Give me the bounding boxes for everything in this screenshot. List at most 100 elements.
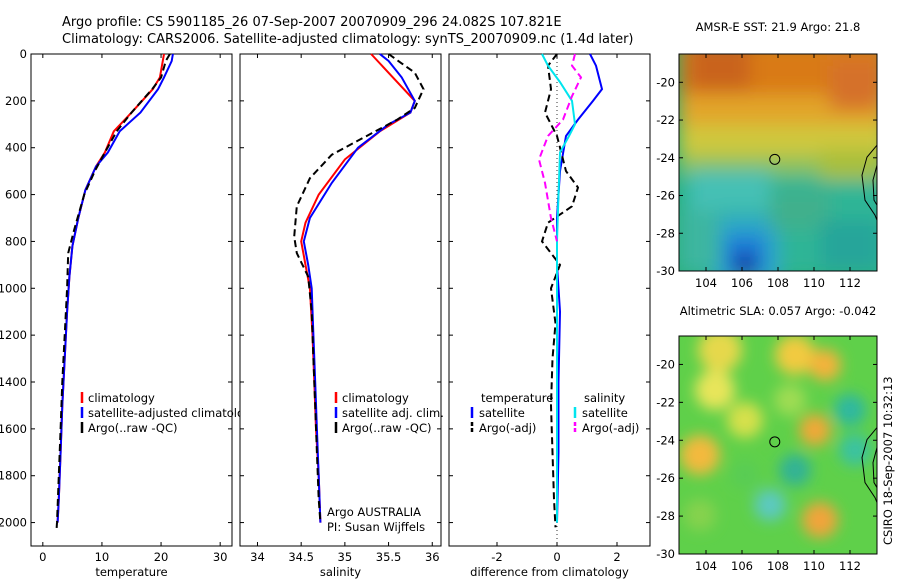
header-line-2: Climatology: CARS2006. Satellite-adjuste… <box>62 32 634 47</box>
sst-argo-marker <box>769 153 781 165</box>
sla-map-xtick-label: 104 <box>695 559 717 573</box>
sst-field-patch <box>690 170 770 210</box>
sla-field-patch <box>731 461 759 489</box>
sla-field-patch <box>774 384 806 416</box>
sla-field-patch <box>680 435 720 475</box>
salinity-xtick-label: 35.5 <box>376 550 402 564</box>
coastline-line <box>861 427 878 503</box>
sla-argo-marker <box>769 436 781 448</box>
sst-map-panel: AMSR-E SST: 21.9 Argo: 21.8 104 106 108 110… <box>656 20 878 290</box>
coastline-line <box>872 165 878 206</box>
temperature-panel: 0 10 20 30 temperature 0 200 400 600 800 1000 1200 1… <box>0 47 258 579</box>
salinity-xlabel: salinity <box>320 565 361 579</box>
depth-tick-label: 1200 <box>0 328 27 342</box>
depth-tick-label: 1600 <box>0 422 27 436</box>
coastline-line <box>861 144 878 221</box>
sla-map-xtick-label: 112 <box>839 559 861 573</box>
difference-legend-entry: Argo(-adj) <box>479 421 536 435</box>
temperature-xtick-label: 10 <box>95 550 110 564</box>
sst-field-patch <box>735 255 755 271</box>
difference-legend-header: salinity <box>584 391 625 405</box>
sla-map-ytick-label: -28 <box>656 509 675 523</box>
difference-xlabel: difference from climatology <box>470 565 629 579</box>
depth-tick-label: 200 <box>5 94 27 108</box>
depth-tick-label: 1800 <box>0 469 27 483</box>
salinity-legend-entry: climatology <box>342 391 409 405</box>
sla-field-patch <box>684 499 716 531</box>
temperature-xlabel: temperature <box>95 565 167 579</box>
salinity-axes-box <box>239 53 442 547</box>
sla-map-title: Altimetric SLA: 0.057 Argo: -0.042 <box>680 304 877 318</box>
header-line-1: Argo profile: CS 5901185_26 07-Sep-2007 … <box>62 15 562 30</box>
difference-xtick-label: -2 <box>491 550 502 564</box>
sst-field-patch <box>820 150 877 180</box>
difference-series-2 <box>541 53 577 523</box>
salinity-annotation: Argo AUSTRALIA <box>327 505 421 519</box>
sla-field-patch <box>802 502 838 538</box>
sla-map-ytick-label: -26 <box>656 471 675 485</box>
temperature-series-2 <box>55 53 171 532</box>
salinity-legend-entry: satellite adj. clim. <box>342 406 444 420</box>
sst-map-ytick-label: -30 <box>656 264 675 278</box>
sla-field <box>680 336 871 538</box>
sla-field-patch <box>754 489 786 521</box>
sla-field-patch <box>779 454 811 486</box>
depth-tick-label: 1000 <box>0 281 27 295</box>
sst-field <box>679 54 877 271</box>
csiro-stamp: CSIRO 18-Sep-2007 10:32:13 <box>881 376 895 545</box>
coastline-line <box>872 447 878 488</box>
salinity-xtick-label: 34 <box>250 550 265 564</box>
salinity-legend-entry: Argo(..raw -QC) <box>342 421 432 435</box>
difference-series-1 <box>540 53 580 528</box>
depth-tick-label: 800 <box>5 234 27 248</box>
sla-coastline <box>861 427 878 503</box>
salinity-xtick-label: 34.5 <box>288 550 314 564</box>
difference-legend-entry: satellite <box>479 406 525 420</box>
depth-tick-label: 600 <box>5 188 27 202</box>
sst-map-title: AMSR-E SST: 21.9 Argo: 21.8 <box>696 20 861 34</box>
sla-map-ytick-label: -30 <box>656 547 675 561</box>
sst-field-patch <box>820 220 877 270</box>
temperature-legend-entry: climatology <box>88 391 155 405</box>
salinity-xtick-label: 35 <box>338 550 353 564</box>
sst-map-ytick-label: -22 <box>656 113 675 127</box>
sst-map-ytick-label: -24 <box>656 151 675 165</box>
sst-field-patch <box>679 210 719 270</box>
sst-field-patch <box>830 60 877 110</box>
sla-field-patch <box>698 336 742 372</box>
difference-legend-entry: Argo(-adj) <box>582 421 639 435</box>
depth-tick-label: 1400 <box>0 375 27 389</box>
temperature-axes-box <box>30 53 233 547</box>
salinity-annotation: PI: Susan Wijffels <box>327 520 425 534</box>
sla-map-ytick-label: -20 <box>656 357 675 371</box>
sla-map-ytick-label: -22 <box>656 395 675 409</box>
temperature-xtick-label: 30 <box>213 550 228 564</box>
sla-field-patch <box>839 434 871 466</box>
sla-map-xtick-label: 108 <box>767 559 789 573</box>
sst-coastline <box>861 144 878 221</box>
sla-field-patch <box>695 370 735 410</box>
difference-legend-header: temperature <box>481 391 553 405</box>
temperature-xtick-label: 20 <box>154 550 169 564</box>
difference-xtick-label: 2 <box>613 550 620 564</box>
sla-map-panel: Altimetric SLA: 0.057 Argo: -0.042 104 10… <box>656 304 878 573</box>
temperature-legend-entry: Argo(..raw -QC) <box>88 421 178 435</box>
depth-tick-label: 400 <box>5 141 27 155</box>
salinity-xtick-label: 36 <box>425 550 440 564</box>
sst-map-xtick-label: 106 <box>731 276 753 290</box>
sst-map-ytick-label: -26 <box>656 189 675 203</box>
sst-map-xtick-label: 112 <box>839 276 861 290</box>
difference-series-3 <box>537 53 583 242</box>
sla-map-ytick-label: -24 <box>656 433 675 447</box>
sla-field-patch <box>809 349 841 381</box>
sla-map-xtick-label: 110 <box>803 559 825 573</box>
sst-map-ytick-label: -20 <box>656 75 675 89</box>
sst-field-patch <box>690 54 750 90</box>
depth-tick-label: 2000 <box>0 516 27 530</box>
temperature-xtick-label: 0 <box>39 550 46 564</box>
sst-map-xtick-label: 104 <box>695 276 717 290</box>
sla-field-patch <box>799 414 831 446</box>
sla-field-patch <box>834 394 866 426</box>
